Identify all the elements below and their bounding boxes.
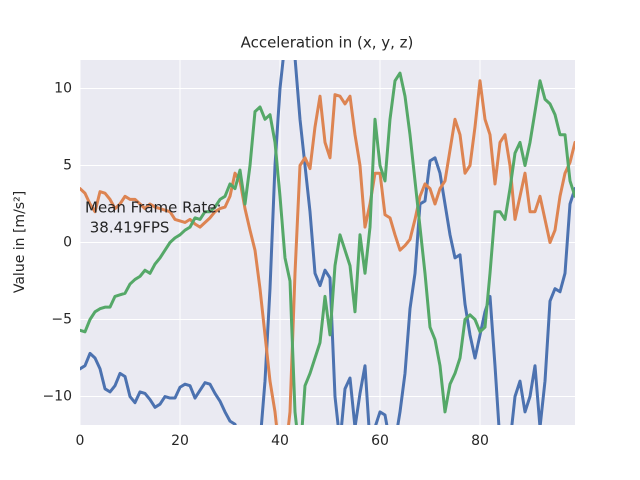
x-tick-label: 80: [471, 433, 489, 449]
x-tick-label: 60: [371, 433, 389, 449]
y-tick-label: 10: [54, 80, 72, 96]
annotation: 38.419FPS: [85, 219, 169, 237]
y-axis-label: Value in [m/s²]: [12, 191, 28, 293]
line-series: [80, 60, 575, 425]
x-tick-label: 0: [76, 433, 85, 449]
annotation: Mean Frame Rate:: [85, 199, 222, 217]
y-tick-label: 0: [63, 235, 72, 251]
x-tick-label: 40: [271, 433, 289, 449]
y-tick-label: 5: [63, 157, 72, 173]
line-series: [80, 79, 575, 425]
y-tick-label: −5: [51, 312, 72, 328]
x-tick-label: 20: [171, 433, 189, 449]
lines: [80, 60, 575, 425]
y-tick-label: −10: [42, 389, 72, 405]
chart-title: Acceleration in (x, y, z): [241, 34, 414, 52]
line-series: [80, 71, 575, 425]
